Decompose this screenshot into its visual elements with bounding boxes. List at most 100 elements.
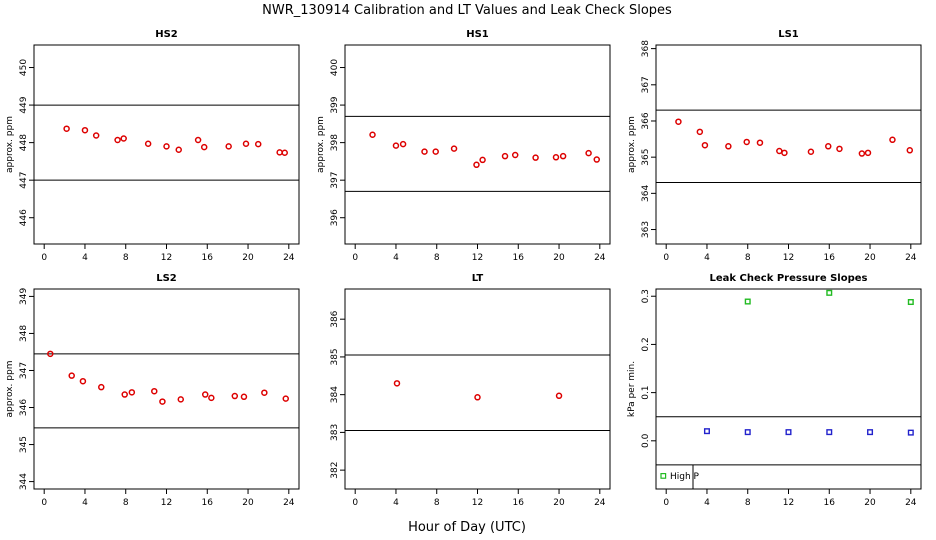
hs2-xtick-label: 12 [161,253,172,263]
ls2-point [240,393,248,401]
hs2-ytick-label: 450 [19,59,29,76]
hs2-point [194,136,202,144]
ls1-xtick-label: 0 [663,253,669,263]
ls1-ytick-label: 364 [641,184,651,201]
leak-plot-frame [655,288,922,490]
leak-ytick-label: 0.3 [641,289,651,303]
lt-xtick-label: 12 [472,498,483,508]
lt-xtick-label: 8 [434,498,440,508]
leak-point [826,289,833,296]
ls1-ytick-label: 363 [641,221,651,238]
hs2-xtick-label: 20 [242,253,254,263]
leak-xtick-label: 16 [824,498,836,508]
hs2-point [92,132,100,139]
hs2-ytick-label: 449 [19,96,29,113]
leak-point [907,299,914,306]
hs1-point [369,131,376,138]
ls1-xtick-label: 16 [824,253,836,263]
panel-hs2: HS2 approx. ppm 0 4 8 12 16 20 24 446 447 448 449 450 [5,29,300,263]
hs1-point [473,161,480,169]
hs1-xtick-label: 24 [594,253,606,263]
ls2-point [282,395,289,402]
leak-point [785,429,792,436]
hs1-xtick-label: 0 [352,253,358,263]
hs1-xtick-label: 4 [393,253,399,263]
lt-xtick-label: 0 [352,498,358,508]
hs2-point [144,140,152,147]
ls1-xtick-label: 20 [864,253,876,263]
ls2-point [151,387,158,395]
hs1-xtick-label: 20 [553,253,565,263]
hs1-point [392,142,400,149]
ls2-ytick-label: 344 [19,473,29,490]
hs2-point [276,149,283,156]
hs1-point [432,148,439,155]
hs2-ytick-label: 447 [19,172,29,189]
hs2-xtick-label: 8 [123,253,129,263]
hs1-point [552,154,560,161]
ls1-xtick-label: 8 [745,253,751,263]
ls1-point [906,147,914,154]
hs1-point [559,152,567,160]
ls1-point [696,128,704,136]
hs1-point [399,140,407,148]
hs2-xtick-label: 16 [202,253,214,263]
hs2-ylabel: approx. ppm [5,116,15,173]
ls2-ytick-label: 348 [19,325,29,342]
panel-ls1: LS1 approx. ppm 0 4 8 12 16 20 24 363 364 365 366 367… [627,29,922,263]
ls2-xtick-label: 12 [161,498,172,508]
lt-xtick-label: 20 [553,498,565,508]
hs1-ytick-label: 396 [330,209,340,226]
hs1-xtick-label: 12 [472,253,483,263]
ls2-ytick-label: 345 [19,436,29,453]
leak-point [826,429,833,436]
lt-plot-frame [344,288,611,490]
ls2-point [128,389,136,396]
hs1-point [479,156,486,164]
ls2-ytick-label: 349 [19,288,29,305]
ls2-point [261,389,268,396]
leak-ytick-label: 0.2 [641,337,651,351]
hs2-ytick-label: 446 [19,209,29,226]
lt-title: LT [472,273,484,284]
lt-xtick-label: 16 [513,498,525,508]
leak-ylabel: kPa per min. [627,361,637,417]
hs1-ytick-label: 397 [330,172,340,189]
panel-hs1: HS1 approx. ppm 0 4 8 12 16 20 24 396 397 398 399 400 [316,29,611,263]
leak-xtick-label: 24 [905,498,917,508]
hs2-point [63,125,70,132]
leak-point [867,429,874,436]
hs1-xtick-label: 8 [434,253,440,263]
hs1-point [511,151,519,159]
hs2-point [242,140,250,147]
leak-point [744,298,751,305]
ls1-point [858,150,866,157]
lt-xtick-label: 4 [393,498,399,508]
hs1-xtick-label: 16 [513,253,525,263]
hs2-point [114,136,121,144]
hs2-title: HS2 [155,29,178,40]
hs2-xtick-label: 24 [283,253,295,263]
ls1-point [864,149,872,157]
lt-ytick-label: 384 [330,386,340,403]
hs2-point [175,146,182,154]
hs2-point [120,135,127,142]
panel-ls2: LS2 approx. ppm 0 4 8 12 16 20 24 344 345 346 347 348… [5,273,300,508]
leak-title: Leak Check Pressure Slopes [710,273,868,284]
hs1-point [421,148,428,155]
ls2-point [98,383,105,391]
leak-xtick-label: 20 [864,498,876,508]
ls1-point [889,136,896,144]
hs2-ytick-label: 448 [19,134,29,151]
ls2-ytick-label: 347 [19,362,29,379]
panel-lt: LT 0 4 8 12 16 20 24 382 383 384 385 386 [330,273,611,508]
lt-ytick-label: 385 [330,348,340,365]
ls2-xtick-label: 4 [82,498,88,508]
ls1-xtick-label: 12 [783,253,794,263]
hs2-point [225,143,232,150]
leak-ytick-label: 0.0 [641,433,651,448]
figure-xlabel: Hour of Day (UTC) [408,520,526,535]
lt-point [555,392,563,400]
hs1-ytick-label: 400 [330,59,340,76]
